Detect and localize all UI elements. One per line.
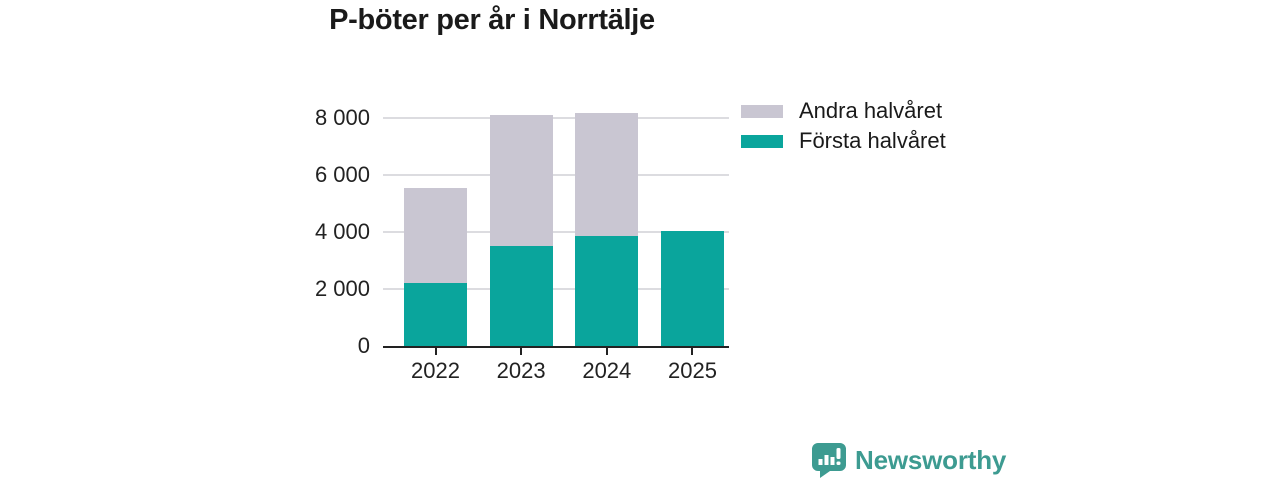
legend-swatch: [741, 134, 783, 148]
bar-segment-första-halvåret: [489, 245, 553, 346]
y-tick-label: 4 000: [314, 219, 370, 244]
legend: Andra halvåret Första halvåret: [741, 96, 946, 156]
x-axis-tick: [434, 346, 437, 355]
x-tick-label: 2022: [411, 358, 460, 383]
y-tick-label: 2 000: [314, 276, 370, 301]
y-tick-label: 8 000: [314, 105, 370, 130]
gridline-6000: [383, 174, 729, 176]
bar-segment-första-halvåret: [404, 283, 467, 346]
legend-item-första-halvåret: Första halvåret: [741, 126, 946, 156]
chart-title: P-böter per år i Norrtälje: [329, 4, 655, 36]
bar-segment-första-halvåret: [575, 236, 639, 346]
x-tick-label: 2024: [582, 358, 632, 383]
bar-2023: 2023: [489, 115, 553, 383]
branding-name: Newsworthy: [855, 445, 1007, 475]
gridline-8000: [383, 117, 729, 119]
legend-item-andra-halvåret: Andra halvåret: [741, 96, 946, 126]
x-tick-label: 2025: [667, 358, 717, 383]
x-tick-label: 2023: [496, 358, 546, 383]
legend-label: Första halvåret: [799, 128, 946, 153]
bar-segment-andra-halvåret: [404, 188, 467, 284]
bar-segment-andra-halvåret: [489, 115, 553, 246]
bar-segment-andra-halvåret: [575, 112, 639, 236]
x-axis-tick: [691, 346, 694, 355]
y-axis-tick-labels: 0 2 000 4 000 6 000 8 000: [290, 100, 370, 358]
y-tick-label: 6 000: [314, 162, 370, 187]
y-tick-label: 0: [357, 333, 370, 358]
x-axis-tick: [520, 346, 523, 355]
bar-2024: 2024: [575, 112, 639, 383]
plot-area: 2022 2023 2024 2025: [383, 100, 729, 383]
newsworthy-logo-icon: [812, 443, 846, 478]
bar-2025: 2025: [660, 230, 724, 383]
bar-2022: 2022: [404, 188, 467, 383]
x-axis-tick: [605, 346, 608, 355]
legend-label: Andra halvåret: [799, 98, 943, 123]
gridline-2000: [383, 288, 729, 290]
gridline-4000: [383, 231, 729, 233]
legend-swatch: [741, 104, 783, 118]
bar-segment-första-halvåret: [660, 230, 724, 346]
newsworthy-branding: Newsworthy: [812, 443, 1006, 478]
